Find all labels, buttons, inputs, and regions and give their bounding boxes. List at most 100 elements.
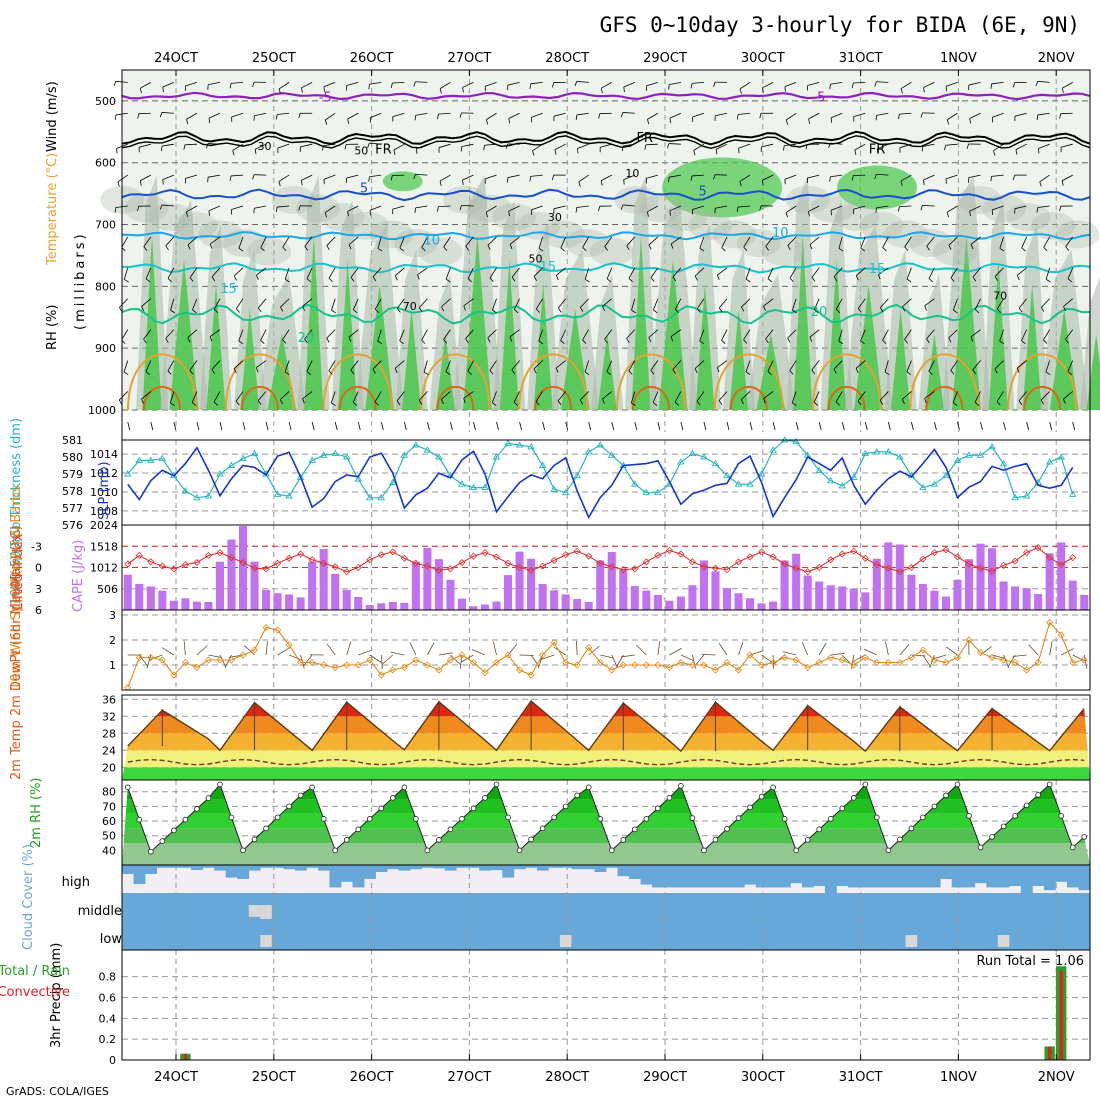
rh-mottle xyxy=(933,237,977,266)
wind-barb xyxy=(602,391,613,400)
wind-barb-flag xyxy=(602,398,605,404)
wind-barb xyxy=(393,143,405,151)
lifted-index-point xyxy=(711,564,720,572)
wind-barb-flag xyxy=(467,370,472,375)
wind10m-point xyxy=(573,661,581,669)
wind-barb-flag xyxy=(875,207,877,213)
cloud-mid-gap xyxy=(248,905,261,917)
rh2m-point xyxy=(666,795,673,801)
wind10m-barb xyxy=(346,641,352,656)
wind-barb-flag xyxy=(167,370,172,375)
cape-bar xyxy=(849,588,858,610)
lifted-index-point xyxy=(135,551,143,560)
thickness-point xyxy=(757,470,766,477)
wind10m-point xyxy=(492,658,501,667)
wind-barb-flag xyxy=(604,338,608,344)
isotherm-30-loop xyxy=(827,385,866,411)
lifted-index-point xyxy=(942,546,950,554)
lifted-index-point xyxy=(227,554,236,562)
wind-barb xyxy=(438,205,451,208)
surface-wind-barb xyxy=(772,421,776,431)
wind-barb xyxy=(231,81,244,84)
cloud-middle-label: middle xyxy=(78,904,122,919)
wind-barb xyxy=(604,236,613,247)
wind-barb-flag xyxy=(694,275,698,281)
rh-plume-green xyxy=(827,259,847,410)
wind-barb-flag xyxy=(808,211,810,217)
wind-barb xyxy=(743,329,751,340)
wind10m-barb xyxy=(1007,654,1016,668)
surface-wind-barb xyxy=(565,421,569,431)
wind10m-point xyxy=(320,661,328,669)
cloud-high-bar xyxy=(997,865,1010,888)
cloud-high-bar xyxy=(202,865,215,868)
rh-plume-green xyxy=(891,309,911,410)
wind-barb xyxy=(928,360,935,372)
wind-barb xyxy=(602,298,613,307)
cloud-high-bar xyxy=(352,865,365,888)
surface-wind-barb xyxy=(519,421,522,431)
cloud-low-gap xyxy=(559,935,572,947)
wind-barb xyxy=(145,360,152,372)
wind-barb-flag xyxy=(350,369,355,375)
wind-barb-flag xyxy=(994,368,998,374)
wind-barb xyxy=(696,298,705,309)
wind-barb xyxy=(486,205,497,213)
wind-barb xyxy=(170,298,175,311)
wind-barb xyxy=(1014,205,1027,210)
cape-bar xyxy=(123,574,132,610)
wind-barb xyxy=(926,329,935,339)
wind-barb xyxy=(767,267,774,279)
wind-barb-flag xyxy=(809,337,813,342)
wind-barb-flag xyxy=(513,401,519,406)
wind-barb xyxy=(280,298,290,308)
thickness-point xyxy=(930,480,939,487)
thickness-point xyxy=(631,480,639,487)
wind10m-point xyxy=(1069,658,1077,667)
wind-barb xyxy=(645,143,658,146)
wind-barb xyxy=(162,81,175,88)
lifted-index-point xyxy=(389,548,397,556)
thickness-point xyxy=(123,470,132,477)
wind-barb-flag xyxy=(970,336,974,342)
wind10m-barb xyxy=(219,654,227,668)
date-bottom-26OCT: 26OCT xyxy=(350,1070,394,1085)
wind-barb xyxy=(830,174,843,178)
wind-barb xyxy=(579,391,589,401)
wind-barb-flag xyxy=(189,370,194,375)
isotherm-10 xyxy=(121,231,1091,241)
wind-barb-flag xyxy=(141,306,145,312)
rh2m-point xyxy=(124,784,131,791)
surface-wind-barb xyxy=(657,421,661,431)
wind10m-barb xyxy=(409,642,417,656)
wind-barb-flag xyxy=(1021,340,1026,345)
rh2m-point xyxy=(712,836,719,843)
wind-barb-flag xyxy=(579,399,584,405)
wind-barb xyxy=(282,236,290,248)
precip-tick-0.4: 0.4 xyxy=(99,1012,117,1025)
rh2m-point xyxy=(505,814,511,821)
wind-barb xyxy=(324,205,336,213)
wind-barb xyxy=(601,82,612,89)
wind-barb xyxy=(904,236,912,248)
wind-barb xyxy=(532,143,543,152)
wind10m-point xyxy=(873,658,881,667)
wind-barb xyxy=(350,267,359,278)
cape-bar xyxy=(688,585,697,610)
wind-barb-flag xyxy=(209,336,213,342)
wind-barb xyxy=(145,267,152,280)
wind10m-barb xyxy=(1028,644,1039,656)
lifted-index-point xyxy=(550,556,558,564)
wind-barb xyxy=(213,391,221,403)
thickness-point xyxy=(354,475,363,482)
wind-barb xyxy=(646,174,658,179)
wind10m-label: 10m Wind Speed (m/s) & Barbs xyxy=(9,485,24,690)
rh2m-point xyxy=(827,816,834,822)
wind-barb xyxy=(623,174,635,180)
cloud-high-bar xyxy=(848,865,860,888)
cloud-high-bar xyxy=(1043,865,1056,891)
wind-barb xyxy=(899,112,912,115)
cape-bar xyxy=(815,581,824,610)
wind-barb xyxy=(346,174,359,179)
isotherm-FR-double xyxy=(121,135,1091,150)
